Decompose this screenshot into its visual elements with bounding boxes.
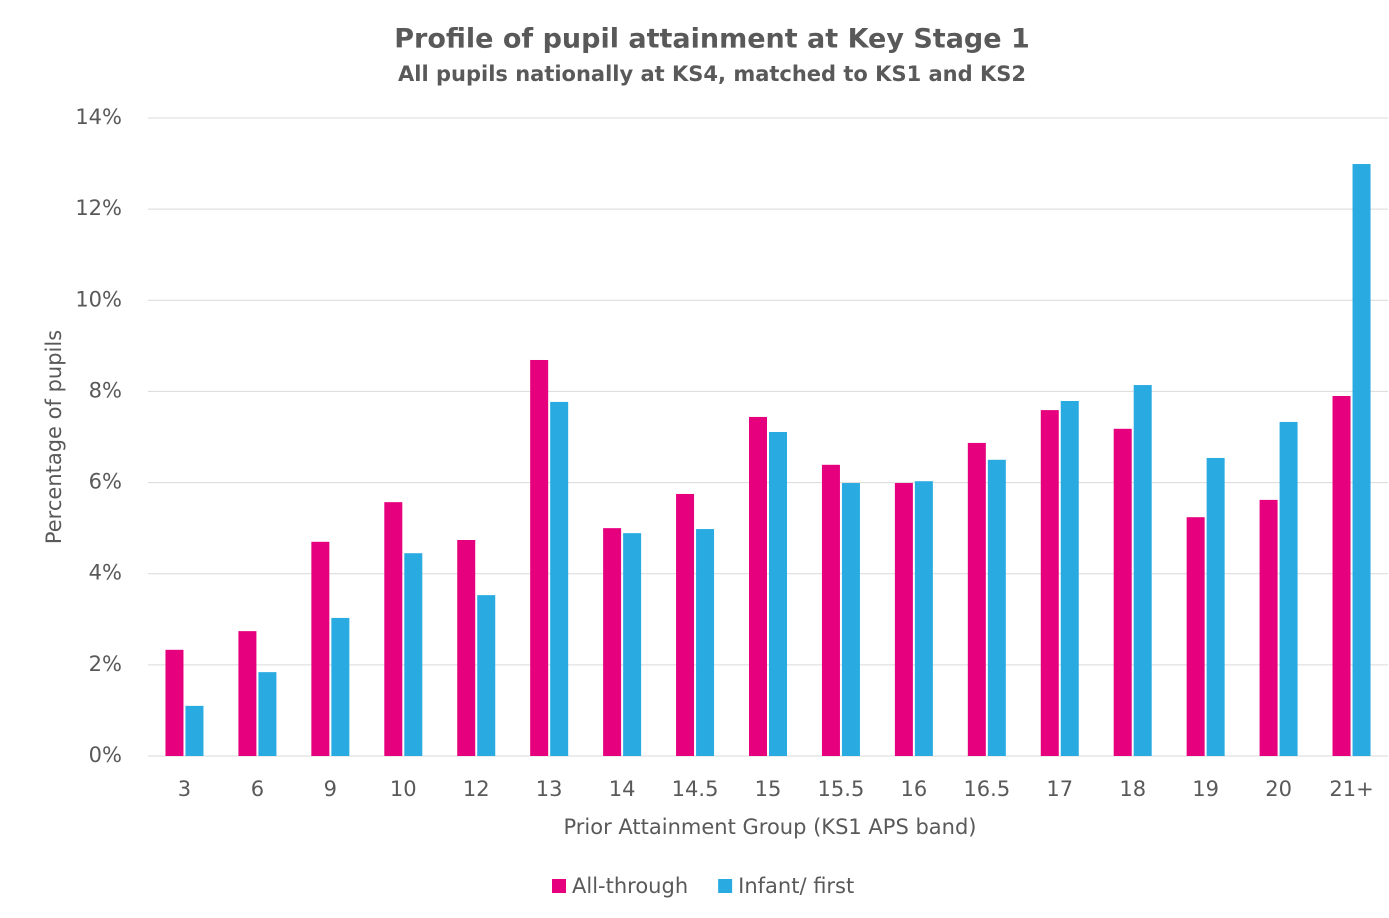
bar [676, 493, 695, 756]
x-tick-label: 12 [463, 777, 490, 801]
bar [530, 359, 549, 756]
bar [1060, 400, 1079, 756]
bar [769, 431, 787, 756]
legend-swatch [552, 879, 566, 893]
bar [550, 401, 569, 756]
bar [623, 533, 642, 756]
legend-label: All-through [572, 874, 688, 898]
x-tick-label: 16 [901, 777, 928, 801]
x-tick-label: 13 [536, 777, 563, 801]
y-axis-title: Percentage of pupils [42, 330, 66, 544]
bar [311, 541, 330, 756]
x-tick-label: 18 [1119, 777, 1146, 801]
chart-subtitle: All pupils nationally at KS4, matched to… [398, 62, 1026, 86]
bar [749, 416, 767, 756]
bar [1259, 499, 1278, 756]
bar [258, 672, 277, 756]
bar [1332, 395, 1351, 756]
bar [914, 481, 933, 756]
bar [404, 553, 423, 756]
x-tick-label: 17 [1046, 777, 1073, 801]
x-tick-label: 6 [251, 777, 264, 801]
bar [603, 528, 622, 756]
bar [185, 705, 204, 756]
bar [384, 502, 403, 756]
legend-label: Infant/ first [738, 874, 854, 898]
y-tick-label: 12% [75, 196, 122, 220]
bar [1352, 164, 1371, 756]
y-tick-label: 0% [89, 743, 122, 767]
y-tick-label: 4% [89, 561, 122, 585]
bar [1133, 385, 1152, 756]
bar [1186, 517, 1205, 756]
x-tick-label: 19 [1192, 777, 1219, 801]
x-tick-label: 15 [755, 777, 782, 801]
x-tick-label: 16.5 [963, 777, 1010, 801]
bar [457, 539, 476, 756]
x-tick-label: 15.5 [818, 777, 865, 801]
x-tick-label: 3 [178, 777, 191, 801]
y-tick-label: 14% [75, 105, 122, 129]
bar [967, 442, 986, 756]
y-tick-label: 10% [75, 287, 122, 311]
bar [165, 649, 184, 756]
bar [1040, 410, 1059, 756]
bar [1206, 457, 1225, 756]
y-tick-label: 6% [89, 470, 122, 494]
bar [821, 464, 840, 756]
bar [331, 617, 350, 756]
legend-swatch [718, 879, 733, 893]
chart-title: Profile of pupil attainment at Key Stage… [394, 24, 1030, 55]
x-tick-label: 9 [324, 777, 337, 801]
x-tick-label: 10 [390, 777, 417, 801]
x-tick-label: 14 [609, 777, 636, 801]
x-tick-label: 20 [1265, 777, 1292, 801]
bar [1279, 421, 1298, 756]
y-tick-label: 2% [89, 652, 122, 676]
bar [841, 483, 860, 756]
bar [477, 595, 496, 756]
x-axis-title: Prior Attainment Group (KS1 APS band) [564, 815, 977, 839]
bar [696, 529, 715, 756]
bar [238, 631, 257, 756]
y-tick-label: 8% [89, 378, 122, 402]
bar [894, 483, 913, 756]
x-tick-label: 14.5 [672, 777, 719, 801]
bar [987, 459, 1006, 756]
bar [1113, 428, 1132, 756]
x-tick-label: 21+ [1329, 777, 1373, 801]
